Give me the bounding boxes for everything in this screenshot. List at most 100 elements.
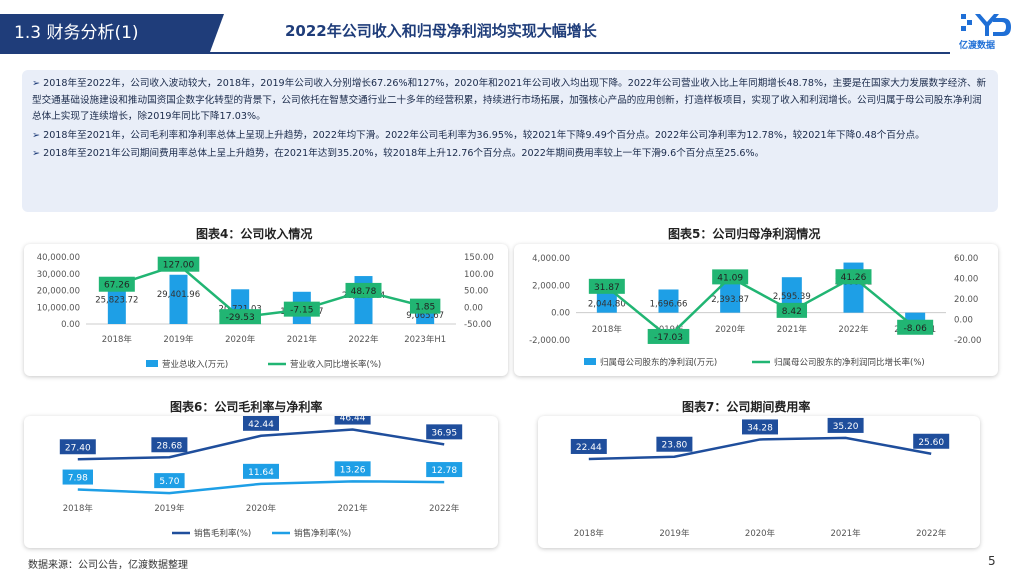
growth-label-bg (157, 256, 200, 272)
left-axis-tick: 30,000.00 (37, 270, 80, 280)
bar (905, 312, 926, 322)
summary-bullet: 2018年至2022年，公司收入波动较大，2018年，2019年公司收入分别增长… (32, 76, 988, 126)
series-value-label-bg (334, 461, 371, 477)
legend-line-label: 归属母公司股东的净利润同比增长率(%) (774, 357, 925, 368)
series-value-label: 22.44 (576, 443, 602, 453)
series-line (588, 436, 932, 461)
growth-label: -17.03 (654, 333, 683, 343)
growth-label: 31.87 (594, 283, 620, 293)
series-value-label: 13.26 (340, 465, 366, 475)
category-label: 2022年 (348, 334, 379, 345)
left-axis-tick: 2,000.00 (532, 281, 570, 291)
bar-value-label: 9,065.67 (406, 311, 444, 321)
revenue-chart: 40,000.00 30,000.00 20,000.00 10,000.00 0.00… (37, 253, 494, 370)
series-value-label-bg (243, 463, 279, 479)
series-value-label-bg (570, 438, 607, 454)
series-value-label: 34.28 (747, 423, 773, 433)
growth-label: -29.53 (226, 313, 255, 323)
growth-label-bg (776, 302, 808, 318)
category-label: 2022年 (916, 528, 947, 539)
series-value-label: 46.44 (340, 416, 366, 424)
chart7-title: 图表7：公司期间费用率 (682, 400, 811, 414)
chart6-panel: 27.40 28.68 42.44 46.44 36.95 7.98 5.70 11.64 13… (24, 409, 498, 548)
category-label: 2019年 (154, 503, 185, 514)
growth-label-bg (897, 319, 934, 335)
bar-value-label: 2,044.80 (588, 300, 626, 310)
series-value-label-bg (426, 424, 463, 440)
left-axis-tick: 0.00 (551, 309, 570, 319)
margin-chart: 27.40 28.68 42.44 46.44 36.95 7.98 5.70 11.64 13… (59, 409, 463, 539)
bar (169, 274, 188, 324)
series-value-label-bg (243, 415, 279, 431)
slide-header: 1.3 财务分析(1) 2022年公司收入和归母净利润均实现大幅增长 亿渡数据 (0, 0, 1024, 62)
growth-label: 41.09 (717, 273, 743, 283)
legend-line-label: 营业收入同比增长率(%) (290, 359, 381, 370)
category-label: 2021年 (338, 503, 369, 514)
bar-value-label: 25,823.72 (95, 296, 138, 306)
growth-label: 48.78 (351, 287, 377, 297)
category-label: 2022年 (429, 503, 460, 514)
logo-text: 亿渡数据 (959, 41, 996, 51)
right-axis-tick: -50.00 (464, 320, 491, 330)
legend-bar-swatch (146, 360, 158, 367)
chart6-title: 图表6：公司毛利率与净利率 (170, 400, 323, 414)
category-label: 2020年 (225, 334, 256, 345)
series-value-label-bg (913, 433, 950, 449)
bar (658, 289, 679, 313)
chart7-panel: 22.44 23.80 34.28 35.20 25.60 2018年 2019年 2020年… (538, 416, 980, 548)
series-value-label: 7.98 (68, 474, 88, 484)
legend-bar-label: 归属母公司股东的净利润(万元) (600, 357, 717, 368)
series-value-label-bg (62, 469, 93, 485)
series-value-label: 11.64 (248, 468, 274, 478)
left-axis-tick: 10,000.00 (37, 303, 80, 313)
series-value-label: 27.40 (65, 443, 91, 453)
growth-line (606, 275, 916, 339)
category-label: 2021年 (777, 324, 808, 335)
left-axis-tick: 0.00 (61, 320, 80, 330)
series-value-label: 12.78 (431, 466, 457, 476)
series-value-label-bg (656, 436, 693, 452)
chart4-panel: 40,000.00 30,000.00 20,000.00 10,000.00 0.00… (24, 244, 508, 376)
header-underline (0, 52, 950, 54)
category-label: 2018年 (102, 334, 133, 345)
legend-bar-swatch (584, 358, 596, 365)
series-line (77, 428, 445, 461)
growth-label-bg (712, 269, 749, 285)
summary-bullet: 2018年至2021年，公司毛利率和净利率总体上呈现上升趋势，2022年均下滑。… (32, 128, 988, 145)
chart5-title: 图表5：公司归母净利润情况 (668, 227, 821, 241)
data-source-note: 数据来源：公司公告，亿渡数据整理 (28, 560, 188, 571)
growth-label-bg (345, 282, 382, 298)
growth-label-bg (409, 298, 441, 314)
series-value-label: 23.80 (662, 441, 688, 451)
right-axis-tick: 60.00 (954, 254, 978, 264)
summary-box: 2018年至2022年，公司收入波动较大，2018年，2019年公司收入分别增长… (22, 70, 998, 212)
page-number: 5 (988, 554, 996, 568)
left-axis-tick: 20,000.00 (37, 287, 80, 297)
net-profit-chart: 4,000.00 2,000.00 0.00 -2,000.00 60.00 40.00 2… (529, 254, 981, 368)
chart5-panel: 4,000.00 2,000.00 0.00 -2,000.00 60.00 40.00 2… (514, 244, 998, 376)
category-label: 2018年 (63, 503, 94, 514)
category-label: 2020年 (745, 528, 776, 539)
right-axis-tick: 100.00 (464, 270, 494, 280)
left-axis-tick: 4,000.00 (532, 254, 570, 264)
category-label: 2020年 (246, 503, 277, 514)
right-axis-tick: 0.00 (954, 316, 973, 326)
growth-label: 127.00 (163, 261, 195, 271)
right-axis-tick: 40.00 (954, 275, 978, 285)
growth-label-bg (219, 309, 261, 325)
left-axis-tick: 40,000.00 (37, 253, 80, 263)
left-axis-tick: -2,000.00 (529, 336, 570, 346)
right-axis-tick: 50.00 (464, 287, 488, 297)
right-axis-tick: -20.00 (954, 336, 981, 346)
right-axis-tick: 20.00 (954, 295, 978, 305)
growth-label-bg (588, 278, 625, 294)
category-label: 2018年 (574, 528, 605, 539)
category-label: 2020年 (715, 324, 746, 335)
series-value-label-bg (154, 473, 185, 489)
growth-label: 67.26 (104, 281, 130, 291)
category-label: 2021年 (287, 334, 318, 345)
bar-value-label: 29,401.96 (157, 290, 200, 300)
growth-label: 41.26 (841, 273, 867, 283)
series-value-label-bg (151, 437, 188, 453)
chart4-title: 图表4：公司收入情况 (196, 227, 313, 241)
